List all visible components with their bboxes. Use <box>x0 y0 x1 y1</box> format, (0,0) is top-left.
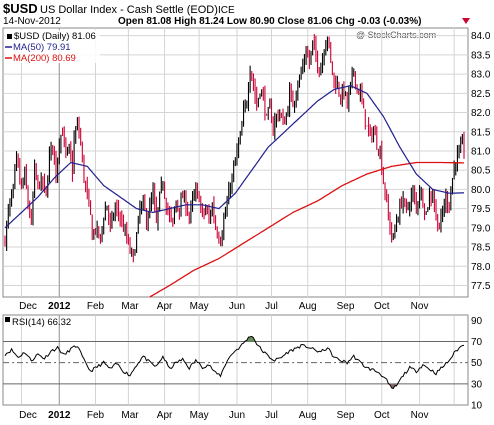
y-tick-label: 79.0 <box>471 223 491 234</box>
header-description: US Dollar Index - Cash Settle (EOD) <box>40 4 218 16</box>
ma50-line <box>4 84 464 229</box>
x-tick-label: Sep <box>337 410 355 421</box>
x-tick-label: Feb <box>87 410 105 421</box>
y-tick-label: 81.0 <box>471 146 491 157</box>
y-tick-label: 80.0 <box>471 185 491 196</box>
rsi-y-tick-label: 90 <box>471 316 483 327</box>
legend-ma50: MA(50) 79.91 <box>13 42 71 53</box>
x-tick-label: Dec <box>19 301 37 312</box>
y-tick-label: 83.5 <box>471 50 491 61</box>
legend-box <box>5 30 100 63</box>
legend-rsi: RSI(14) 66.32 <box>12 317 71 328</box>
watermark: @ StockCharts.com <box>356 30 436 40</box>
rsi-legend-icon <box>5 317 10 322</box>
header-ohlc: Open 81.08 High 81.24 Low 80.90 Close 81… <box>118 16 421 27</box>
x-tick-label: Mar <box>121 301 139 312</box>
rsi-x-axis: Dec 2012 Feb Mar Apr May Jun Jul Aug Sep Oct Nov <box>19 410 428 421</box>
x-tick-label: 2012 <box>48 410 71 421</box>
x-tick-label: 2012 <box>48 301 71 312</box>
header-date: 14-Nov-2012 <box>3 16 61 27</box>
x-tick-label: Feb <box>87 301 105 312</box>
down-triangle-icon <box>462 18 470 24</box>
x-tick-label: Jul <box>265 410 278 421</box>
rsi-line <box>4 335 465 390</box>
header-ticker: $USD <box>3 1 38 16</box>
x-tick-label: Sep <box>337 301 355 312</box>
x-tick-label: Aug <box>299 410 317 421</box>
x-tick-label: Dec <box>19 410 37 421</box>
main-panel-frame <box>2 27 469 298</box>
x-tick-label: Oct <box>374 301 390 312</box>
x-tick-label: Mar <box>121 410 139 421</box>
y-tick-label: 83.0 <box>471 70 491 81</box>
x-tick-label: Nov <box>411 410 429 421</box>
y-tick-label: 84.0 <box>471 31 491 42</box>
x-tick-label: Apr <box>157 301 173 312</box>
ohlc-legend-icon <box>7 34 12 39</box>
x-tick-label: Nov <box>411 301 429 312</box>
y-tick-label: 79.5 <box>471 204 491 215</box>
x-tick-label: May <box>190 301 209 312</box>
legend-main: $USD (Daily) 81.06 <box>14 31 96 42</box>
x-tick-label: Apr <box>157 410 173 421</box>
main-y-axis: 77.5 78.0 78.5 79.0 79.5 80.0 80.5 81.0 81.5 82.0… <box>471 31 491 292</box>
rsi-y-tick-label: 30 <box>471 379 483 390</box>
rsi-grid <box>3 315 468 405</box>
x-tick-label: Aug <box>299 301 317 312</box>
y-tick-label: 82.5 <box>471 89 491 100</box>
rsi-panel-frame <box>2 314 469 406</box>
x-tick-label: Jun <box>229 301 245 312</box>
legend-ma200: MA(200) 80.69 <box>13 53 76 64</box>
y-tick-label: 80.5 <box>471 166 491 177</box>
rsi-y-tick-label: 70 <box>471 337 483 348</box>
y-tick-label: 77.5 <box>471 281 491 292</box>
x-tick-label: May <box>190 410 209 421</box>
x-tick-label: Oct <box>374 410 390 421</box>
price-bars <box>4 34 465 263</box>
y-tick-label: 78.5 <box>471 243 491 254</box>
ma200-line <box>149 161 464 298</box>
x-tick-label: Jul <box>265 301 278 312</box>
rsi-y-tick-label: 10 <box>471 401 483 412</box>
rsi-y-tick-label: 50 <box>471 358 483 369</box>
y-tick-label: 78.0 <box>471 262 491 273</box>
main-x-axis: Dec 2012 Feb Mar Apr May Jun Jul Aug Sep Oct Nov <box>19 301 428 312</box>
x-tick-label: Jun <box>229 410 245 421</box>
y-tick-label: 81.5 <box>471 127 491 138</box>
rsi-y-axis: 10 30 50 70 90 <box>471 316 483 412</box>
header-exchange: ICE <box>218 5 235 16</box>
y-tick-label: 82.0 <box>471 108 491 119</box>
